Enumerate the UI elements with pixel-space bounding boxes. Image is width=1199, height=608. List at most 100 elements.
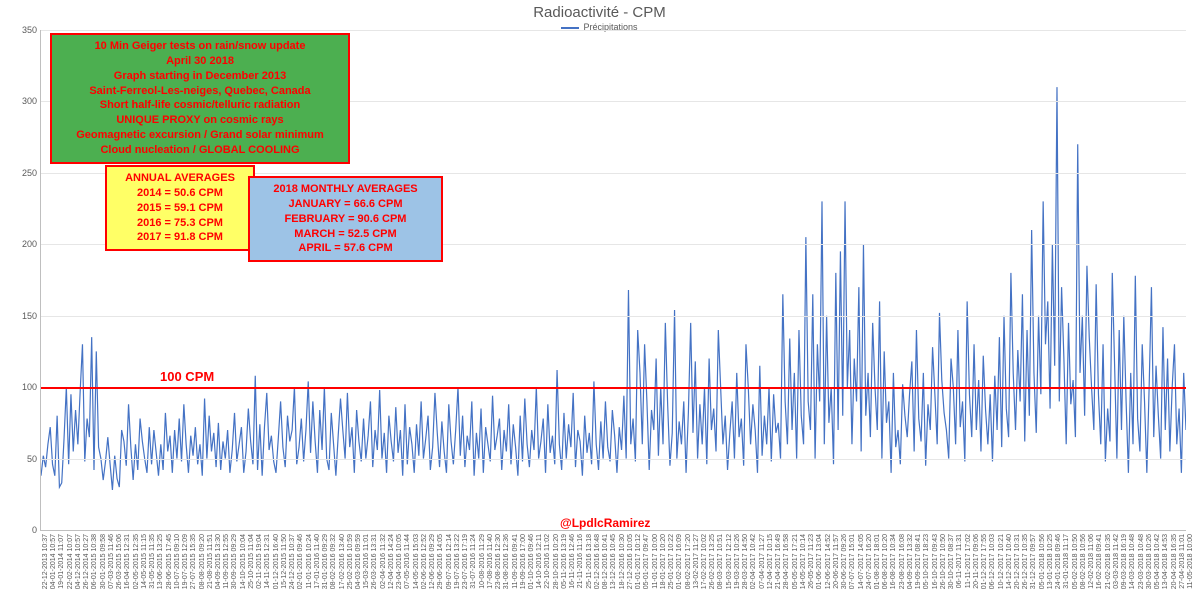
x-tick-label: 04-09-2015 13:30 [215, 534, 222, 589]
x-tick-label: 17-01-2016 11:40 [314, 534, 321, 589]
credit-handle: @LpdlcRamirez [560, 516, 650, 530]
x-tick-label: 10-12-2017 10:21 [998, 534, 1005, 589]
x-tick-label: 08-12-2016 10:41 [602, 534, 609, 589]
x-tick-label: 12-02-2018 11:06 [1088, 534, 1095, 589]
y-tick-label: 350 [22, 25, 37, 35]
x-tick-label: 04-03-2016 09:59 [355, 534, 362, 589]
x-tick-label: 04-12-2014 10:57 [75, 534, 82, 589]
x-tick-label: 23-04-2016 10:05 [396, 534, 403, 589]
x-tick-label: 22-12-2013 10:37 [42, 534, 49, 589]
x-tick-label: 13-12-2016 10:45 [610, 534, 617, 589]
x-tick-label: 20-04-2018 16:35 [1171, 534, 1178, 589]
x-tick-label: 11-09-2016 09:41 [512, 534, 519, 589]
x-axis-labels: 22-12-2013 10:3704-01-2014 10:5719-01-20… [40, 532, 1185, 602]
x-tick-label: 15-03-2016 11:01 [363, 534, 370, 589]
y-tick-label: 200 [22, 239, 37, 249]
x-tick-label: 14-11-2015 12:31 [264, 534, 271, 589]
x-tick-label: 31-12-2017 09:57 [1030, 534, 1037, 589]
x-tick-label: 11-11-2017 17:02 [965, 534, 972, 588]
x-tick-label: 22-02-2014 10:07 [67, 534, 74, 589]
x-tick-label: 23-08-2016 12:30 [495, 534, 502, 589]
x-tick-label: 06-12-2017 10:03 [989, 534, 996, 589]
x-tick-label: 09-03-2018 16:19 [1121, 534, 1128, 589]
info-box-main: 10 Min Geiger tests on rain/snow updateA… [50, 33, 350, 164]
x-tick-label: 19-03-2017 10:26 [734, 534, 741, 589]
x-tick-label: 16-11-2016 12:46 [569, 534, 576, 589]
x-tick-label: 30-01-2015 09:58 [100, 534, 107, 589]
x-tick-label: 05-05-2017 17:21 [792, 534, 799, 589]
x-tick-label: 14-07-2017 14:05 [858, 534, 865, 589]
y-tick-label: 250 [22, 168, 37, 178]
x-tick-label: 05-01-2018 10:56 [1039, 534, 1046, 589]
y-tick-label: 100 [22, 382, 37, 392]
x-tick-label: 01-02-2017 16:09 [676, 534, 683, 589]
x-tick-label: 23-08-2017 16:08 [899, 534, 906, 589]
x-tick-label: 05-04-2018 10:42 [1154, 534, 1161, 589]
x-tick-label: 01-06-2017 13:04 [816, 534, 823, 589]
x-tick-label: 10-08-2016 11:29 [479, 534, 486, 589]
x-tick-label: 21-02-2018 10:35 [1105, 534, 1112, 589]
x-tick-label: 07-05-2016 11:44 [404, 534, 411, 589]
x-tick-label: 19-01-2014 11:07 [58, 534, 65, 589]
x-tick-label: 19-07-2016 13:22 [454, 534, 461, 589]
x-tick-label: 13-02-2017 11:27 [693, 534, 700, 589]
x-tick-label: 23-03-2018 10:48 [1138, 534, 1145, 589]
x-tick-label: 31-01-2016 09:29 [322, 534, 329, 589]
x-tick-label: 11-05-2018 10:00 [1187, 534, 1194, 589]
x-tick-label: 08-03-2017 10:51 [717, 534, 724, 589]
x-tick-label: 24-12-2015 10:37 [289, 534, 296, 589]
x-tick-label: 07-07-2017 15:01 [849, 534, 856, 589]
x-tick-label: 27-04-2018 11:01 [1179, 534, 1186, 589]
x-tick-label: 30-03-2018 10:26 [1146, 534, 1153, 589]
x-tick-label: 01-12-2015 16:40 [273, 534, 280, 589]
gridline [41, 30, 1186, 31]
reference-line-label: 100 CPM [160, 369, 214, 384]
x-tick-label: 08-02-2016 09:32 [330, 534, 337, 589]
x-tick-label: 31-01-2018 11:17 [1063, 534, 1070, 589]
x-tick-label: 15-03-2017 12:12 [726, 534, 733, 589]
x-tick-label: 30-06-2017 09:26 [841, 534, 848, 589]
x-tick-label: 12-06-2017 14:52 [825, 534, 832, 589]
x-tick-label: 01-12-2017 17:55 [981, 534, 988, 589]
x-tick-label: 20-12-2017 10:31 [1014, 534, 1021, 589]
x-tick-label: 26-05-2017 11:23 [808, 534, 815, 589]
x-tick-label: 12-04-2016 14:24 [388, 534, 395, 589]
x-tick-label: 17-08-2016 11:40 [487, 534, 494, 589]
x-tick-label: 16-10-2017 09:43 [932, 534, 939, 589]
x-tick-label: 25-11-2016 13:18 [586, 534, 593, 589]
x-tick-label: 08-02-2018 10:56 [1080, 534, 1087, 589]
y-tick-label: 0 [32, 525, 37, 535]
x-tick-label: 26-12-2017 10:35 [1022, 534, 1029, 589]
x-tick-label: 02-04-2017 10:42 [750, 534, 757, 589]
x-tick-label: 11-09-2015 12:55 [223, 534, 230, 589]
x-tick-label: 24-07-2017 16:20 [866, 534, 873, 589]
y-tick-label: 300 [22, 96, 37, 106]
reference-line [41, 387, 1186, 389]
x-tick-label: 28-10-2016 10:20 [553, 534, 560, 589]
x-tick-label: 02-01-2016 09:46 [297, 534, 304, 589]
x-tick-label: 25-10-2015 11:04 [248, 534, 255, 589]
x-tick-label: 26-10-2017 10:50 [940, 534, 947, 589]
x-tick-label: 08-02-2017 17:20 [685, 534, 692, 589]
x-tick-label: 10-07-2015 09:10 [174, 534, 181, 589]
x-tick-label: 01-01-2017 10:12 [635, 534, 642, 589]
x-tick-label: 17-02-2016 13:40 [339, 534, 346, 589]
x-tick-label: 13-06-2015 13:25 [157, 534, 164, 589]
x-tick-label: 19-07-2015 12:09 [182, 534, 189, 589]
x-tick-label: 03-03-2018 11:42 [1113, 534, 1120, 589]
x-tick-label: 11-01-2016 10:24 [306, 534, 313, 589]
x-tick-label: 30-10-2017 08:37 [948, 534, 955, 589]
x-tick-label: 05-11-2016 13:19 [561, 534, 568, 589]
x-tick-label: 13-04-2018 14:53 [1162, 534, 1169, 589]
x-tick-label: 19-09-2017 08:41 [915, 534, 922, 589]
x-tick-label: 06-11-2017 11:31 [956, 534, 963, 588]
x-tick-label: 22-10-2016 11:02 [544, 534, 551, 589]
info-box-monthly: 2018 MONTHLY AVERAGESJANUARY = 66.6 CPMF… [248, 176, 443, 262]
x-tick-label: 06-08-2017 10:20 [882, 534, 889, 589]
x-tick-label: 04-09-2017 13:32 [907, 534, 914, 589]
x-tick-label: 02-04-2016 11:32 [380, 534, 387, 589]
x-tick-label: 24-01-2018 09:46 [1055, 534, 1062, 589]
x-tick-label: 31-07-2016 11:24 [470, 534, 477, 589]
x-tick-label: 25-02-2016 10:59 [347, 534, 354, 589]
x-tick-label: 27-12-2016 10:05 [627, 534, 634, 589]
